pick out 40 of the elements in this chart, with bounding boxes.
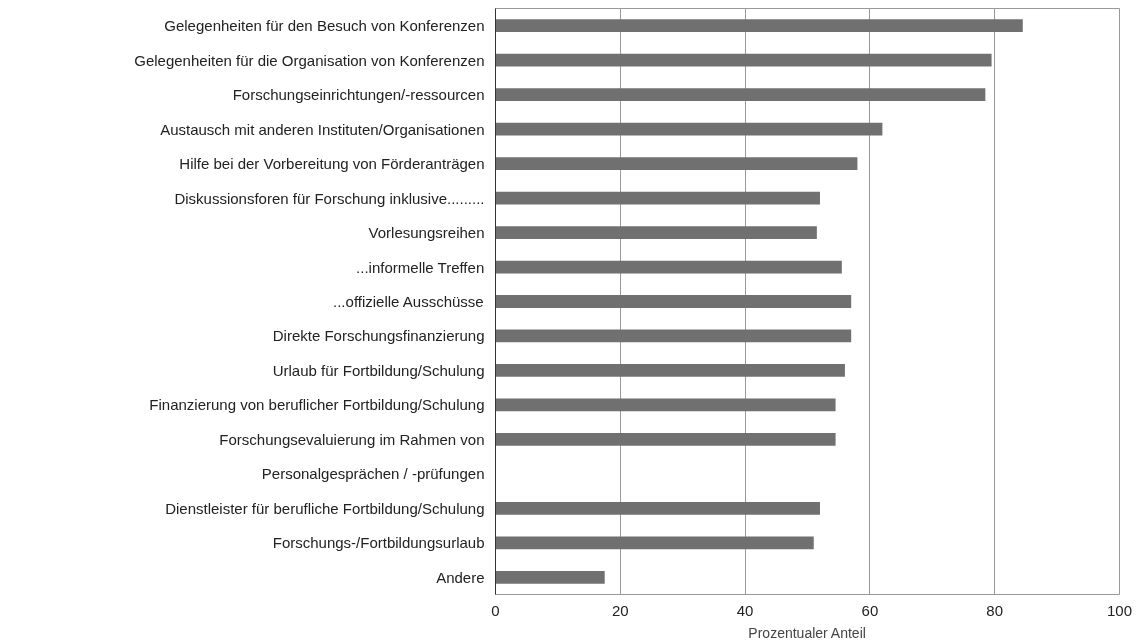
y-tick-label: Gelegenheiten für den Besuch von Konferenzen — [164, 17, 485, 35]
x-tick-label: 0 — [491, 601, 500, 619]
bar — [495, 191, 820, 205]
bar — [495, 570, 605, 584]
y-tick-label: Gelegenheiten für die Organisation von Konferenzen — [134, 51, 485, 69]
bar — [495, 295, 852, 308]
y-tick-label: Hilfe bei der Vorbereitung von Förderanträgen — [179, 155, 485, 173]
x-tick-label: 60 — [861, 601, 879, 619]
x-tick-label: 40 — [736, 601, 754, 619]
y-tick-label: ...informelle Treffen — [356, 258, 485, 276]
bar — [495, 398, 836, 412]
y-tick-label: Dienstleister für berufliche Fortbildung/Schulung — [165, 499, 485, 517]
y-tick-label: Direkte Forschungsfinanzierung — [272, 327, 485, 345]
x-tick-label: 20 — [611, 601, 629, 619]
y-tick-label: Forschungs-/Fortbildungsurlaub — [272, 534, 485, 552]
bar — [495, 122, 883, 136]
y-tick-label: Austausch mit anderen Instituten/Organisationen — [160, 120, 485, 138]
bar — [495, 157, 858, 170]
bar — [495, 260, 842, 274]
y-tick-label: ...offizielle Ausschüsse — [333, 293, 484, 310]
bar — [495, 329, 852, 343]
bar — [495, 53, 992, 67]
bar — [495, 501, 820, 515]
bar — [495, 88, 986, 102]
y-tick-label: Vorlesungsreihen — [368, 224, 485, 242]
x-tick-label: 100 — [1106, 601, 1133, 619]
y-tick-label: Finanzierung von beruflicher Fortbildung/Schulung — [149, 396, 485, 414]
y-tick-label: Forschungsevaluierung im Rahmen von — [219, 430, 485, 448]
y-tick-label: Forschungseinrichtungen/-ressourcen — [232, 86, 485, 104]
y-tick-label: Urlaub für Fortbildung/Schulung — [272, 361, 485, 379]
y-tick-label: Diskussionsforen für Forschung inklusive......... — [174, 189, 485, 207]
y-tick-label: Personalgesprächen / -prüfungen — [261, 465, 485, 483]
x-tick-label: 80 — [986, 601, 1004, 619]
bar — [495, 226, 817, 239]
bar — [495, 19, 1023, 33]
y-tick-label: Andere — [436, 568, 485, 586]
x-axis-title: Prozentualer Anteil — [748, 624, 866, 641]
bar — [495, 433, 836, 446]
bar — [495, 536, 814, 550]
bar — [495, 364, 845, 377]
